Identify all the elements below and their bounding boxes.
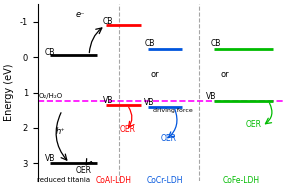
Text: VB: VB [103,96,113,105]
Text: O₂/H₂O: O₂/H₂O [39,93,63,99]
Text: or: or [150,70,159,79]
Text: VB: VB [205,92,216,101]
Text: CoAl-LDH: CoAl-LDH [96,176,132,185]
Text: CB: CB [211,39,221,48]
Text: OER: OER [246,120,262,129]
Text: CB: CB [144,39,155,48]
Y-axis label: Energy (eV): Energy (eV) [4,64,14,121]
Text: h⁺: h⁺ [56,127,66,136]
Text: CoCr-LDH: CoCr-LDH [147,176,183,185]
Text: CB: CB [103,17,113,26]
Text: CoFe-LDH: CoFe-LDH [223,176,260,185]
Text: OER: OER [76,166,92,175]
Text: OER: OER [160,134,176,143]
Text: or: or [220,70,229,79]
Text: driving force: driving force [153,108,193,113]
Text: VB: VB [45,154,55,163]
Text: OER: OER [120,125,136,134]
Text: CB: CB [45,48,55,57]
Text: VB: VB [144,98,155,107]
Text: e⁻: e⁻ [76,10,85,19]
Text: reduced titania: reduced titania [37,177,90,183]
